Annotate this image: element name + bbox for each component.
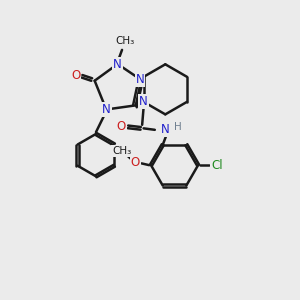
Text: N: N: [113, 58, 122, 70]
Text: N: N: [160, 123, 169, 136]
Text: N: N: [102, 103, 111, 116]
Text: CH₃: CH₃: [112, 146, 131, 156]
Text: Cl: Cl: [212, 159, 223, 172]
Text: O: O: [116, 120, 126, 134]
Text: N: N: [136, 73, 144, 85]
Text: N: N: [139, 95, 148, 108]
Text: O: O: [130, 156, 140, 169]
Text: CH₃: CH₃: [115, 36, 135, 46]
Text: H: H: [174, 122, 182, 132]
Text: O: O: [71, 69, 80, 82]
